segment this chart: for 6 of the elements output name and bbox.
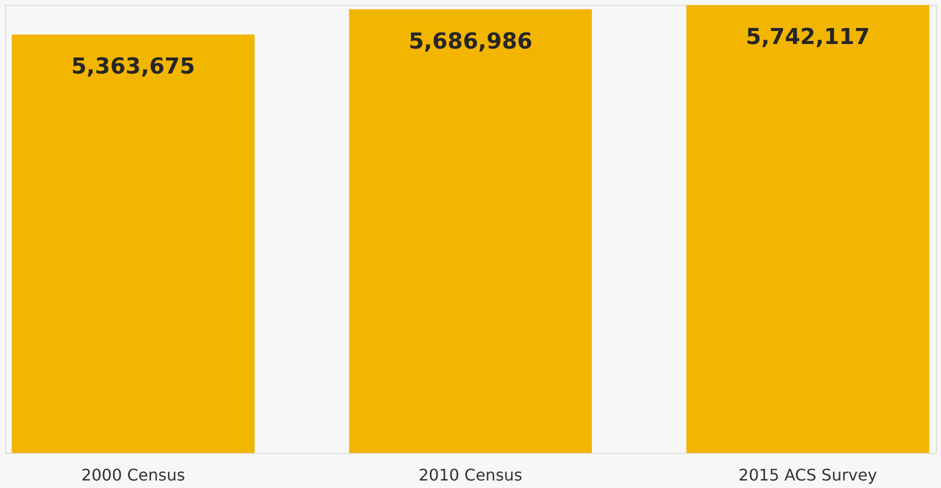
data-label: 5,742,117 xyxy=(746,25,870,50)
data-label: 5,686,986 xyxy=(408,29,532,54)
x-tick-label: 2015 ACS Survey xyxy=(738,466,878,484)
data-label: 5,363,675 xyxy=(71,54,196,80)
x-tick-label: 2000 Census xyxy=(81,466,186,484)
x-tick-label: 2010 Census xyxy=(418,466,522,484)
